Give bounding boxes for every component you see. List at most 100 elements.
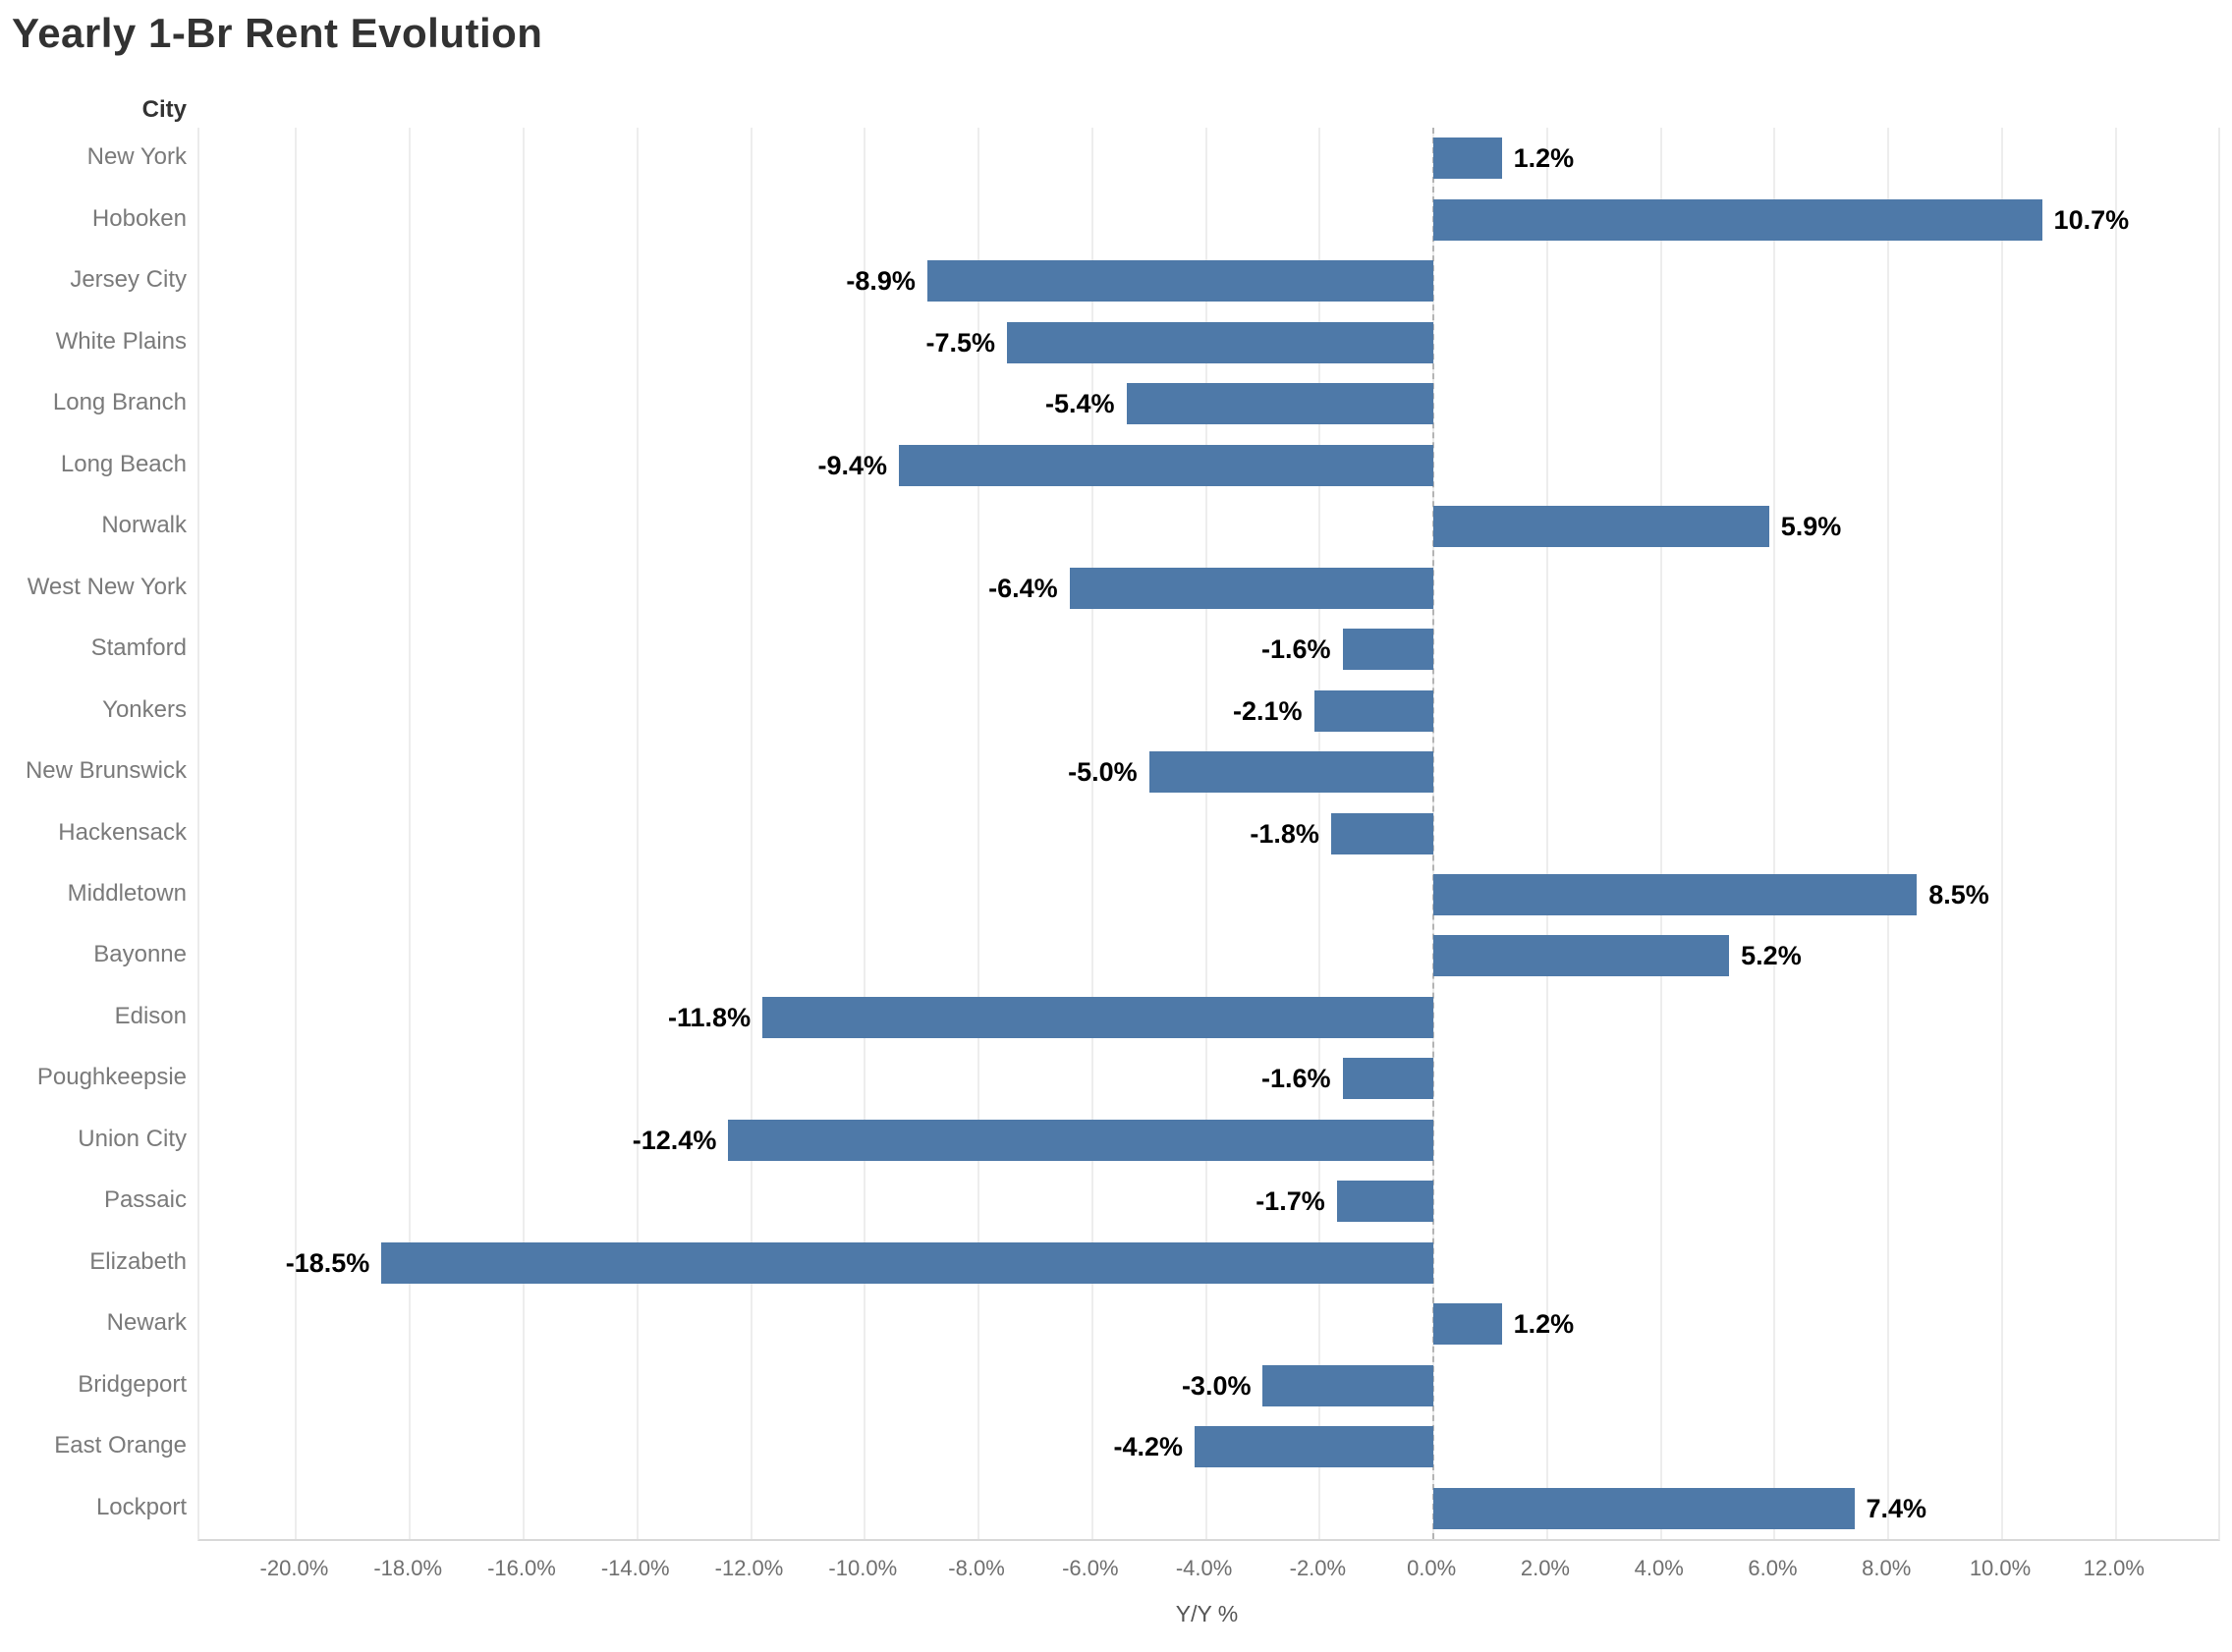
bar-value-label: -18.5% xyxy=(285,1247,370,1278)
category-label: Hoboken xyxy=(91,204,187,232)
x-tick-label: -6.0% xyxy=(1062,1556,1119,1580)
x-tick-label: -20.0% xyxy=(259,1556,329,1580)
bar[interactable] xyxy=(1433,873,1918,915)
x-axis-title: Y/Y % xyxy=(1175,1601,1239,1626)
bar[interactable] xyxy=(1069,567,1434,609)
bar[interactable] xyxy=(1433,198,2042,241)
x-tick-label: -2.0% xyxy=(1289,1556,1347,1580)
gridline xyxy=(864,128,866,1539)
bar[interactable] xyxy=(1195,1426,1434,1468)
x-tick-label: -12.0% xyxy=(714,1556,784,1580)
gridline xyxy=(295,128,298,1539)
bar-value-label: -9.4% xyxy=(817,450,887,480)
gridline xyxy=(1204,128,1207,1539)
category-label: Bayonne xyxy=(93,941,187,968)
gridline xyxy=(1773,128,1776,1539)
bar[interactable] xyxy=(762,996,1434,1038)
bar-value-label: -11.8% xyxy=(668,1002,752,1032)
x-tick-label: -16.0% xyxy=(487,1556,556,1580)
category-label: East Orange xyxy=(54,1432,187,1459)
bar[interactable] xyxy=(1126,383,1434,425)
plot-area: 1.2% 10.7% -8.9% -7.5% -5.4% -9.4% 5.9% -6.4% -1… xyxy=(197,128,2220,1541)
category-label: Poughkeepsie xyxy=(36,1064,187,1091)
gridline xyxy=(1090,128,1093,1539)
bar-value-label: -1.6% xyxy=(1260,1064,1331,1094)
bar[interactable] xyxy=(1433,1303,1502,1346)
bar-value-label: -12.4% xyxy=(632,1125,717,1155)
category-label: Passaic xyxy=(103,1186,187,1214)
gridline xyxy=(1887,128,1890,1539)
x-tick-label: 4.0% xyxy=(1634,1556,1684,1580)
category-label: Jersey City xyxy=(70,266,187,294)
bar-value-label: -6.4% xyxy=(988,573,1058,603)
bar-value-label: 10.7% xyxy=(2053,204,2130,235)
bar[interactable] xyxy=(1433,138,1502,180)
bar[interactable] xyxy=(728,1119,1434,1161)
x-tick-label: -14.0% xyxy=(600,1556,670,1580)
bar-value-label: -7.5% xyxy=(925,327,995,358)
bar-value-label: 5.9% xyxy=(1780,512,1842,542)
gridline xyxy=(750,128,753,1539)
x-tick-label: -4.0% xyxy=(1175,1556,1233,1580)
x-tick-label: 6.0% xyxy=(1748,1556,1798,1580)
bar[interactable] xyxy=(1342,629,1434,671)
gridline xyxy=(977,128,980,1539)
gridline xyxy=(1659,128,1662,1539)
category-label: White Plains xyxy=(55,327,187,355)
bar-value-label: -1.6% xyxy=(1260,634,1331,665)
category-label: New Brunswick xyxy=(25,757,187,785)
bar[interactable] xyxy=(1330,812,1434,854)
bar[interactable] xyxy=(1148,751,1434,794)
bar-value-label: 8.5% xyxy=(1928,879,1989,909)
bar[interactable] xyxy=(899,444,1434,486)
bar[interactable] xyxy=(1433,506,1769,548)
category-label: Hackensack xyxy=(58,818,187,846)
bar[interactable] xyxy=(1433,1487,1855,1529)
category-label: Newark xyxy=(106,1309,187,1337)
category-label: Edison xyxy=(114,1002,187,1029)
bar-value-label: -4.2% xyxy=(1113,1432,1184,1462)
gridline xyxy=(1545,128,1548,1539)
category-label: Yonkers xyxy=(102,695,187,723)
category-label: Elizabeth xyxy=(89,1247,187,1275)
gridline xyxy=(2001,128,2004,1539)
x-tick-label: 2.0% xyxy=(1520,1556,1570,1580)
x-tick-label: 0.0% xyxy=(1407,1556,1457,1580)
bar[interactable] xyxy=(1313,689,1434,732)
bar[interactable] xyxy=(926,260,1434,303)
gridline xyxy=(2114,128,2117,1539)
category-label: Long Branch xyxy=(52,389,187,416)
gridline xyxy=(522,128,525,1539)
x-tick-label: 12.0% xyxy=(2083,1556,2145,1580)
chart-title: Yearly 1-Br Rent Evolution xyxy=(12,10,543,56)
category-label: Lockport xyxy=(95,1493,187,1520)
bar-value-label: 5.2% xyxy=(1741,941,1802,971)
gridline xyxy=(409,128,412,1539)
category-label: Long Beach xyxy=(60,450,187,477)
category-label: West New York xyxy=(27,573,187,600)
category-label: Bridgeport xyxy=(78,1370,187,1398)
x-tick-label: 10.0% xyxy=(1969,1556,2032,1580)
bar[interactable] xyxy=(1262,1364,1434,1406)
category-label: Stamford xyxy=(90,634,187,662)
category-label: Norwalk xyxy=(101,512,187,539)
bar[interactable] xyxy=(1336,1181,1434,1223)
bar[interactable] xyxy=(1007,321,1434,363)
category-label: New York xyxy=(86,143,187,171)
bar-value-label: -5.0% xyxy=(1068,757,1138,788)
bar[interactable] xyxy=(381,1241,1434,1284)
bar-value-label: -3.0% xyxy=(1181,1370,1252,1401)
category-label: Union City xyxy=(78,1125,187,1152)
x-tick-label: 8.0% xyxy=(1862,1556,1912,1580)
bar[interactable] xyxy=(1342,1058,1434,1100)
gridline xyxy=(636,128,639,1539)
bar[interactable] xyxy=(1433,935,1730,977)
bar-value-label: 1.2% xyxy=(1513,143,1575,174)
x-tick-label: -8.0% xyxy=(948,1556,1005,1580)
bar-value-label: 7.4% xyxy=(1866,1493,1927,1523)
category-label: Middletown xyxy=(67,879,187,907)
x-tick-label: -10.0% xyxy=(828,1556,898,1580)
bar-value-label: -1.7% xyxy=(1256,1186,1325,1217)
zero-line xyxy=(1432,128,1435,1539)
